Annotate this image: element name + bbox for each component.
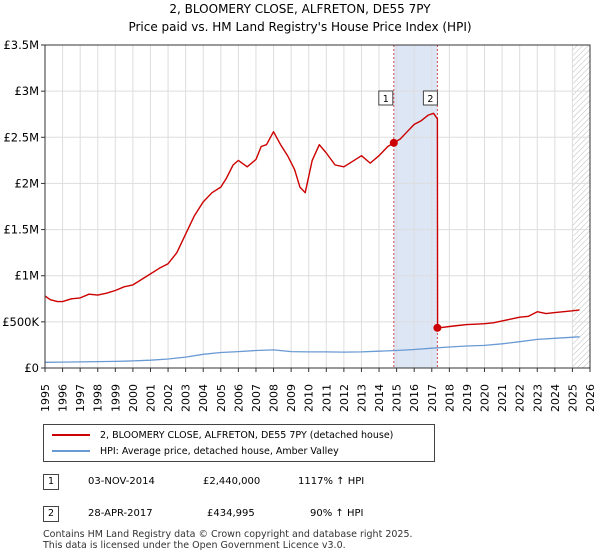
x-tick-label: 2014 — [373, 384, 386, 412]
sale-point — [433, 323, 442, 332]
x-tick-label: 2023 — [531, 384, 544, 412]
x-tick-label: 2025 — [566, 384, 579, 412]
future-hatch-region — [572, 45, 590, 368]
y-tick-label: £3M — [14, 84, 39, 98]
footer: Contains HM Land Registry data © Crown c… — [43, 529, 413, 551]
footer-copyright: Contains HM Land Registry data © Crown c… — [43, 529, 413, 540]
x-tick-label: 2000 — [127, 384, 140, 412]
x-tick-label: 2020 — [479, 384, 492, 412]
sale-label: 1 — [383, 94, 389, 105]
plot-frame — [44, 44, 591, 369]
x-tick-label: 2007 — [250, 384, 263, 412]
x-tick-label: 2015 — [391, 384, 404, 412]
x-tick-label: 2010 — [303, 384, 316, 412]
x-tick-label: 2019 — [461, 384, 474, 412]
transaction-price: £2,440,000 — [203, 476, 261, 487]
transaction-number: 1 — [43, 474, 59, 490]
chart-subtitle: Price paid vs. HM Land Registry's House … — [128, 20, 472, 34]
x-tick-label: 2004 — [197, 384, 210, 412]
legend-label-property: 2, BLOOMERY CLOSE, ALFRETON, DE55 7PY (d… — [100, 429, 394, 441]
transaction-date: 28-APR-2017 — [88, 508, 153, 519]
y-tick-label: £1M — [14, 269, 39, 283]
x-tick-label: 1998 — [92, 384, 105, 412]
transaction-hpi: 1117% ↑ HPI — [298, 476, 365, 487]
x-tick-label: 2002 — [162, 384, 175, 412]
legend: 2, BLOOMERY CLOSE, ALFRETON, DE55 7PY (d… — [43, 424, 435, 462]
x-tick-label: 2021 — [496, 384, 509, 412]
sale-point — [389, 138, 398, 147]
y-tick-label: £1.5M — [3, 223, 39, 237]
legend-line-property — [52, 434, 90, 436]
x-tick-label: 2018 — [443, 384, 456, 412]
y-tick-label: £0 — [24, 361, 39, 375]
transaction-hpi: 90% ↑ HPI — [310, 508, 364, 519]
legend-entry-property: 2, BLOOMERY CLOSE, ALFRETON, DE55 7PY (d… — [52, 427, 393, 443]
x-tick-label: 1999 — [109, 384, 122, 412]
legend-line-hpi — [52, 450, 90, 452]
legend-entry-hpi: HPI: Average price, detached house, Ambe… — [52, 443, 339, 459]
x-tick-label: 2009 — [285, 384, 298, 412]
transaction-date: 03-NOV-2014 — [88, 476, 155, 487]
hpi-series-line — [44, 336, 580, 363]
y-tick-label: £3.5M — [3, 38, 39, 52]
legend-label-hpi: HPI: Average price, detached house, Ambe… — [100, 445, 339, 457]
x-tick-label: 2013 — [355, 384, 368, 412]
x-tick-label: 2012 — [338, 384, 351, 412]
x-tick-label: 2001 — [144, 384, 157, 412]
x-tick-label: 2016 — [408, 384, 421, 412]
x-tick-label: 1995 — [39, 384, 52, 412]
x-tick-label: 2022 — [514, 384, 527, 412]
sale-label-box — [378, 90, 394, 106]
x-tick-label: 2005 — [215, 384, 228, 412]
x-tick-label: 2006 — [232, 384, 245, 412]
x-tick-label: 2017 — [426, 384, 439, 412]
transaction-price: £434,995 — [207, 508, 255, 519]
y-tick-label: £500K — [2, 315, 39, 329]
sale-label: 2 — [427, 94, 433, 105]
x-tick-label: 1997 — [74, 384, 87, 412]
x-tick-label: 2008 — [268, 384, 281, 412]
x-tick-label: 1996 — [57, 384, 70, 412]
footer-licence: This data is licensed under the Open Gov… — [43, 540, 346, 551]
y-tick-label: £2M — [14, 176, 39, 190]
x-tick-label: 2026 — [584, 384, 597, 412]
price-chart: £0 £500K £1M £1.5M £2M £2.5M £3M £3.5M 1995 1996… — [2, 38, 597, 412]
x-tick-label: 2003 — [180, 384, 193, 412]
transaction-number: 2 — [43, 506, 59, 522]
y-tick-label: £2.5M — [3, 130, 39, 144]
property-series-line — [44, 112, 580, 329]
sale-label-box — [422, 90, 438, 106]
chart-title: 2, BLOOMERY CLOSE, ALFRETON, DE55 7PY — [169, 2, 431, 16]
x-tick-label: 2024 — [549, 384, 562, 412]
x-tick-label: 2011 — [320, 384, 333, 412]
